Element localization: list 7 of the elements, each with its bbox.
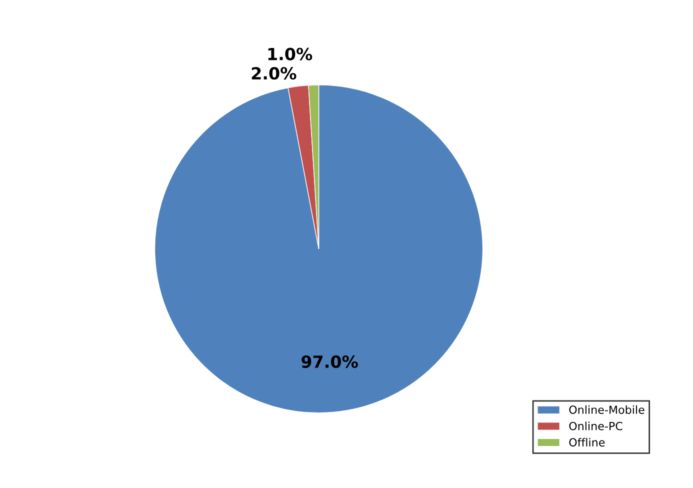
legend-label: Online-PC [569, 422, 622, 430]
legend-label: Online-Mobile [569, 405, 644, 414]
data-label: 2.0% [252, 67, 296, 80]
pie-slice [154, 84, 484, 414]
data-label: 97.0% [302, 355, 358, 368]
data-label: 1.0% [268, 48, 312, 60]
legend-label: Offline [569, 438, 605, 447]
